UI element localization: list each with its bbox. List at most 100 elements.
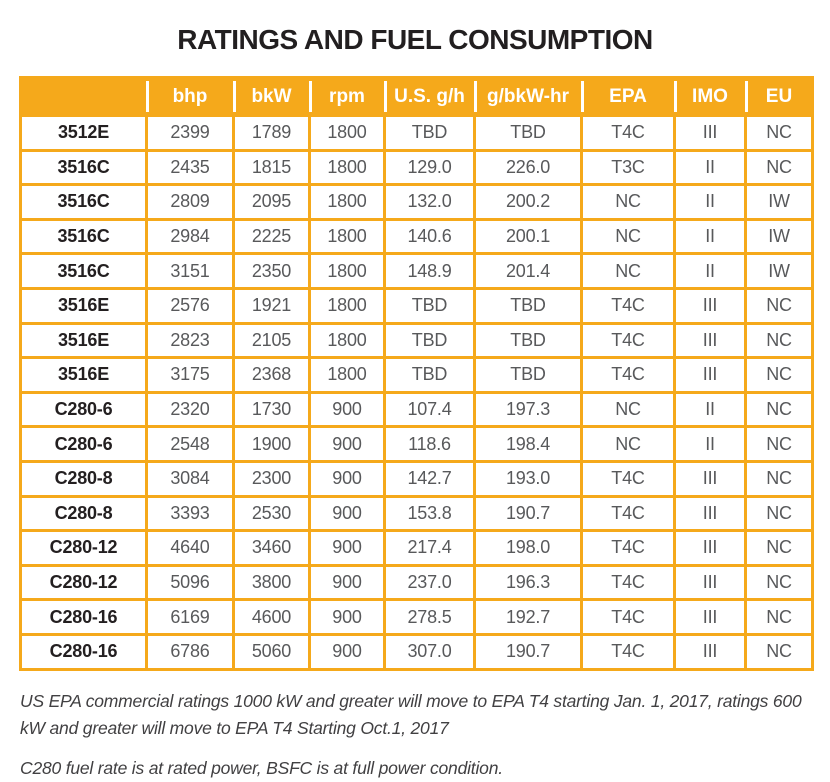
cell-epa: NC xyxy=(580,217,676,256)
table-row: 3516E 2823 2105 1800 TBD TBD T4C III NC xyxy=(19,321,814,360)
cell-epa: NC xyxy=(580,252,676,290)
cell-epa: NC xyxy=(580,390,676,429)
cell-bhp: 2320 xyxy=(145,390,235,429)
cell-bkw: 1900 xyxy=(232,425,311,463)
model-cell: 3516C xyxy=(19,217,148,256)
cell-g-bkw-hr: 190.7 xyxy=(473,494,583,533)
cell-bkw: 1921 xyxy=(232,286,311,325)
column-header-epa: EPA xyxy=(580,76,676,117)
cell-epa: NC xyxy=(580,425,676,463)
cell-bkw: 2368 xyxy=(232,356,311,394)
cell-imo: III xyxy=(673,563,747,602)
table-row: 3516E 3175 2368 1800 TBD TBD T4C III NC xyxy=(19,356,814,394)
cell-imo: III xyxy=(673,632,747,671)
table-row: C280-12 4640 3460 900 217.4 198.0 T4C III NC xyxy=(19,529,814,567)
cell-bhp: 2823 xyxy=(145,321,235,360)
table-row: 3516C 2984 2225 1800 140.6 200.1 NC II IW xyxy=(19,217,814,256)
cell-bhp: 6786 xyxy=(145,632,235,671)
table-row: 3512E 2399 1789 1800 TBD TBD T4C III NC xyxy=(19,114,814,152)
cell-eu: NC xyxy=(744,321,814,360)
cell-eu: NC xyxy=(744,390,814,429)
cell-bhp: 5096 xyxy=(145,563,235,602)
cell-epa: T4C xyxy=(580,321,676,360)
cell-us-gh: TBD xyxy=(383,321,476,360)
cell-imo: II xyxy=(673,148,747,187)
table-row: C280-6 2548 1900 900 118.6 198.4 NC II NC xyxy=(19,425,814,463)
cell-eu: NC xyxy=(744,286,814,325)
cell-g-bkw-hr: 201.4 xyxy=(473,252,583,290)
cell-us-gh: 153.8 xyxy=(383,494,476,533)
cell-epa: T4C xyxy=(580,286,676,325)
cell-g-bkw-hr: TBD xyxy=(473,286,583,325)
cell-epa: T4C xyxy=(580,114,676,152)
cell-g-bkw-hr: 226.0 xyxy=(473,148,583,187)
cell-us-gh: 129.0 xyxy=(383,148,476,187)
cell-us-gh: 278.5 xyxy=(383,598,476,636)
cell-rpm: 900 xyxy=(308,563,386,602)
cell-bhp: 2548 xyxy=(145,425,235,463)
model-cell: C280-8 xyxy=(19,494,148,533)
cell-epa: T4C xyxy=(580,494,676,533)
cell-bkw: 4600 xyxy=(232,598,311,636)
cell-epa: NC xyxy=(580,183,676,221)
cell-g-bkw-hr: 200.2 xyxy=(473,183,583,221)
cell-us-gh: 237.0 xyxy=(383,563,476,602)
cell-rpm: 900 xyxy=(308,529,386,567)
cell-imo: II xyxy=(673,183,747,221)
ratings-fuel-consumption-table: bhp bkW rpm U.S. g/h g/bkW-hr EPA IMO EU… xyxy=(19,76,814,671)
cell-eu: NC xyxy=(744,114,814,152)
cell-g-bkw-hr: 198.4 xyxy=(473,425,583,463)
column-header-bhp: bhp xyxy=(145,76,235,117)
cell-bhp: 2809 xyxy=(145,183,235,221)
cell-rpm: 1800 xyxy=(308,356,386,394)
column-header-eu: EU xyxy=(744,76,814,117)
model-cell: 3516C xyxy=(19,183,148,221)
cell-epa: T4C xyxy=(580,459,676,498)
cell-imo: III xyxy=(673,114,747,152)
table-row: C280-12 5096 3800 900 237.0 196.3 T4C III NC xyxy=(19,563,814,602)
cell-eu: IW xyxy=(744,252,814,290)
table-row: 3516C 2435 1815 1800 129.0 226.0 T3C II NC xyxy=(19,148,814,187)
cell-g-bkw-hr: 192.7 xyxy=(473,598,583,636)
cell-rpm: 900 xyxy=(308,425,386,463)
cell-imo: III xyxy=(673,494,747,533)
cell-bkw: 2530 xyxy=(232,494,311,533)
cell-bhp: 3175 xyxy=(145,356,235,394)
cell-rpm: 1800 xyxy=(308,217,386,256)
column-header-rpm: rpm xyxy=(308,76,386,117)
model-cell: C280-12 xyxy=(19,529,148,567)
cell-g-bkw-hr: TBD xyxy=(473,114,583,152)
cell-rpm: 900 xyxy=(308,598,386,636)
cell-g-bkw-hr: 190.7 xyxy=(473,632,583,671)
cell-g-bkw-hr: 196.3 xyxy=(473,563,583,602)
cell-imo: II xyxy=(673,425,747,463)
model-cell: 3516C xyxy=(19,148,148,187)
header-row: bhp bkW rpm U.S. g/h g/bkW-hr EPA IMO EU xyxy=(19,76,814,117)
cell-us-gh: 107.4 xyxy=(383,390,476,429)
cell-us-gh: TBD xyxy=(383,356,476,394)
model-cell: 3516E xyxy=(19,286,148,325)
table-row: C280-8 3084 2300 900 142.7 193.0 T4C III NC xyxy=(19,459,814,498)
cell-rpm: 900 xyxy=(308,390,386,429)
cell-bkw: 1730 xyxy=(232,390,311,429)
table-row: C280-8 3393 2530 900 153.8 190.7 T4C III NC xyxy=(19,494,814,533)
footnote-epa-ratings: US EPA commercial ratings 1000 kW and gr… xyxy=(20,690,802,738)
cell-us-gh: 148.9 xyxy=(383,252,476,290)
cell-imo: III xyxy=(673,356,747,394)
cell-bhp: 6169 xyxy=(145,598,235,636)
cell-rpm: 900 xyxy=(308,632,386,671)
page-title: RATINGS AND FUEL CONSUMPTION xyxy=(177,24,653,55)
model-cell: C280-6 xyxy=(19,425,148,463)
cell-eu: NC xyxy=(744,529,814,567)
cell-bkw: 3460 xyxy=(232,529,311,567)
cell-bkw: 5060 xyxy=(232,632,311,671)
footnotes: US EPA commercial ratings 1000 kW and gr… xyxy=(20,688,810,782)
table-body: 3512E 2399 1789 1800 TBD TBD T4C III NC 3516C 2435… xyxy=(19,114,814,671)
model-cell: C280-6 xyxy=(19,390,148,429)
cell-bhp: 2984 xyxy=(145,217,235,256)
cell-bhp: 2435 xyxy=(145,148,235,187)
cell-us-gh: 142.7 xyxy=(383,459,476,498)
model-cell: 3516C xyxy=(19,252,148,290)
cell-bhp: 2576 xyxy=(145,286,235,325)
cell-imo: III xyxy=(673,598,747,636)
